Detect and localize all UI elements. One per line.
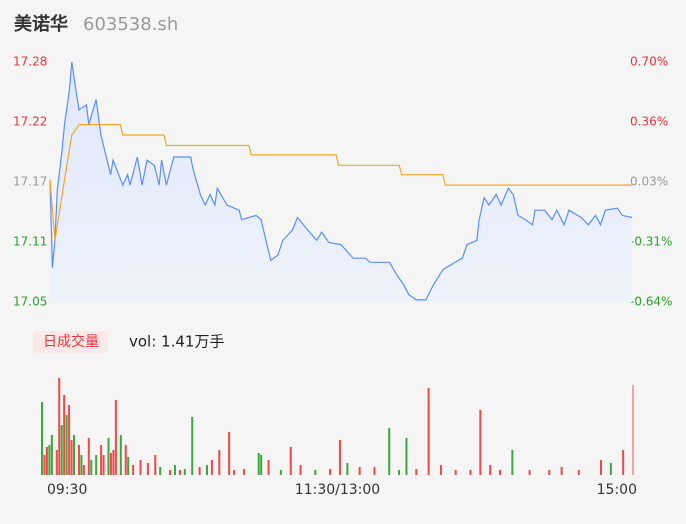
volume-bar — [154, 455, 157, 475]
volume-bar — [82, 465, 85, 475]
volume-bar — [191, 417, 194, 475]
volume-bar — [90, 460, 93, 475]
volume-bar — [632, 385, 634, 475]
x-tick-label: 09:30 — [47, 482, 87, 498]
volume-bar — [178, 470, 181, 475]
volume-bar — [469, 470, 472, 475]
volume-bar — [499, 470, 502, 475]
volume-bar — [260, 455, 263, 475]
volume-bar — [77, 445, 80, 475]
volume-bar — [577, 470, 580, 475]
stock-name: 美诺华 — [14, 13, 68, 35]
y-tick-label: 17.28 — [13, 55, 47, 69]
x-tick-label: 15:00 — [597, 482, 637, 498]
volume-bar — [242, 469, 245, 475]
y-tick-label: 17.05 — [13, 295, 47, 309]
y-tick-label: 17.22 — [13, 115, 47, 129]
volume-bar — [210, 460, 213, 475]
average-line — [49, 124, 632, 241]
volume-bar — [415, 469, 418, 475]
volume-bar — [60, 425, 63, 475]
volume-bar — [228, 432, 231, 475]
volume-bar — [139, 460, 142, 475]
y2-tick-label: 0.03% — [630, 175, 668, 189]
y-tick-label: 17.11 — [13, 235, 47, 249]
volume-bar — [233, 470, 236, 475]
volume-bar — [173, 465, 176, 475]
volume-bar — [102, 455, 105, 475]
y-tick-label: 17.17 — [13, 175, 47, 189]
volume-bar — [127, 457, 130, 475]
volume-bar — [427, 388, 430, 475]
volume-bar — [50, 435, 53, 475]
volume-bar — [114, 400, 117, 475]
volume-tag: 日成交量 — [43, 333, 99, 350]
volume-bar — [609, 463, 612, 475]
volume-bar — [169, 470, 172, 475]
volume-bar — [289, 447, 292, 475]
price-line — [49, 61, 633, 301]
y2-tick-label: 0.70% — [630, 55, 668, 69]
volume-bar — [373, 467, 376, 475]
volume-bar — [80, 455, 83, 475]
volume-bar — [183, 469, 186, 475]
volume-bar — [159, 467, 162, 475]
volume-total: vol: 1.41万手 — [129, 333, 224, 351]
x-tick-label: 11:30/13:00 — [295, 482, 380, 498]
volume-bar — [146, 463, 149, 475]
volume-bar — [73, 435, 76, 475]
volume-bar — [528, 470, 531, 475]
volume-bar — [124, 445, 127, 475]
volume-bar — [314, 470, 317, 475]
volume-bar — [439, 465, 442, 475]
volume-bar — [489, 465, 492, 475]
volume-bar — [218, 450, 221, 475]
volume-bar — [112, 450, 115, 475]
volume-bar — [398, 470, 401, 475]
y2-tick-label: 0.36% — [630, 115, 668, 129]
volume-bar — [454, 470, 457, 475]
stock-code: 603538.sh — [83, 14, 178, 35]
volume-bar — [548, 470, 551, 475]
volume-bar — [279, 470, 282, 475]
volume-bar — [405, 438, 408, 475]
volume-bar — [198, 467, 201, 475]
volume-bar — [388, 428, 391, 475]
volume-bar — [87, 438, 90, 475]
volume-bar — [329, 469, 332, 475]
volume-bar — [205, 465, 208, 475]
volume-bar — [65, 415, 68, 475]
volume-bar — [267, 460, 270, 475]
volume-bar — [599, 460, 602, 475]
volume-bar — [119, 435, 122, 475]
volume-bar — [299, 465, 302, 475]
volume-bar — [43, 455, 46, 475]
volume-bar — [100, 445, 103, 475]
volume-bar — [48, 445, 51, 475]
volume-bar — [622, 450, 625, 475]
volume-bar — [511, 450, 514, 475]
volume-tag-bg — [33, 331, 108, 353]
volume-bar — [70, 440, 73, 475]
volume-bar — [479, 410, 482, 475]
volume-bar — [132, 465, 135, 475]
y2-tick-label: -0.64% — [630, 295, 672, 309]
price-area — [50, 62, 632, 302]
volume-bar — [257, 453, 260, 475]
volume-bar — [45, 447, 48, 475]
volume-bar — [58, 378, 61, 475]
volume-bar — [55, 450, 58, 475]
volume-bar — [68, 405, 71, 475]
volume-bar — [95, 455, 98, 475]
volume-bar — [338, 440, 341, 475]
volume-bar — [358, 467, 361, 475]
volume-bar — [346, 463, 349, 475]
volume-bar — [107, 438, 110, 475]
volume-bar — [109, 453, 112, 475]
volume-bar — [560, 467, 563, 475]
y2-tick-label: -0.31% — [630, 235, 672, 249]
volume-bar — [41, 402, 43, 475]
volume-bar — [63, 395, 66, 475]
